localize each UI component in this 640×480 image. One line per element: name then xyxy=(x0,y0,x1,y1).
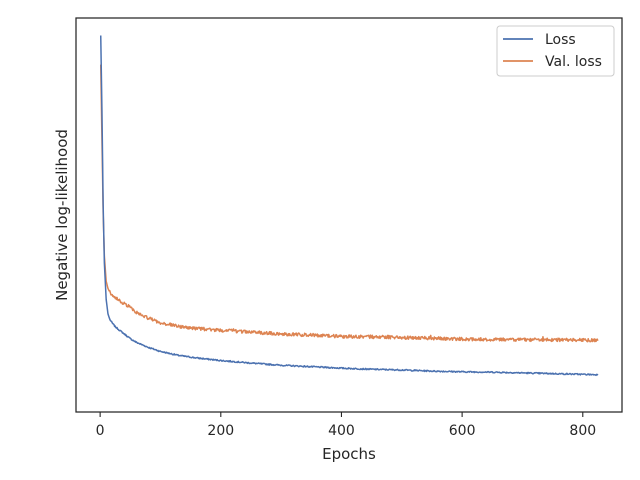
series-layer xyxy=(99,35,599,377)
x-tick-label: 0 xyxy=(96,423,105,439)
x-axis-ticks: 0 200 400 600 800 xyxy=(96,412,596,439)
series-line-loss xyxy=(99,35,599,377)
legend-label-val-loss: Val. loss xyxy=(545,54,602,70)
x-tick-label: 400 xyxy=(328,423,355,439)
legend-label-loss: Loss xyxy=(545,32,576,48)
x-tick-label: 600 xyxy=(449,423,476,439)
legend: Loss Val. loss xyxy=(496,25,615,77)
plot-frame xyxy=(75,17,623,413)
series-line-val-loss xyxy=(99,64,599,343)
x-axis-label: Epochs xyxy=(322,445,376,463)
x-tick-label: 200 xyxy=(207,423,234,439)
x-tick-label: 800 xyxy=(569,423,596,439)
y-axis-label: Negative log-likelihood xyxy=(53,129,71,301)
